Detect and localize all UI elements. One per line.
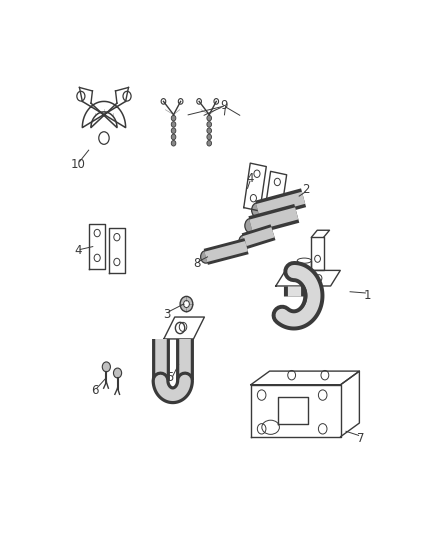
Text: 1: 1: [363, 289, 371, 302]
Circle shape: [171, 128, 176, 133]
Circle shape: [171, 122, 176, 127]
Circle shape: [207, 128, 212, 133]
Circle shape: [180, 296, 193, 312]
Text: 3: 3: [163, 308, 170, 321]
Text: 10: 10: [71, 158, 85, 171]
Circle shape: [171, 134, 176, 140]
Circle shape: [245, 219, 257, 233]
Text: 5: 5: [166, 372, 174, 384]
Circle shape: [201, 251, 211, 263]
Circle shape: [239, 235, 249, 247]
Circle shape: [207, 141, 212, 146]
Text: 2: 2: [302, 183, 310, 196]
Circle shape: [207, 134, 212, 140]
Text: 9: 9: [220, 99, 228, 111]
Text: 4: 4: [74, 244, 81, 257]
Circle shape: [207, 115, 212, 121]
Text: 4: 4: [246, 172, 254, 185]
Circle shape: [113, 368, 122, 378]
Circle shape: [207, 122, 212, 127]
Circle shape: [171, 115, 176, 121]
Circle shape: [102, 362, 110, 372]
Text: 8: 8: [193, 256, 200, 270]
Circle shape: [251, 203, 264, 217]
Text: 7: 7: [357, 432, 364, 445]
Circle shape: [171, 141, 176, 146]
Text: 6: 6: [91, 384, 99, 397]
Circle shape: [184, 301, 189, 308]
